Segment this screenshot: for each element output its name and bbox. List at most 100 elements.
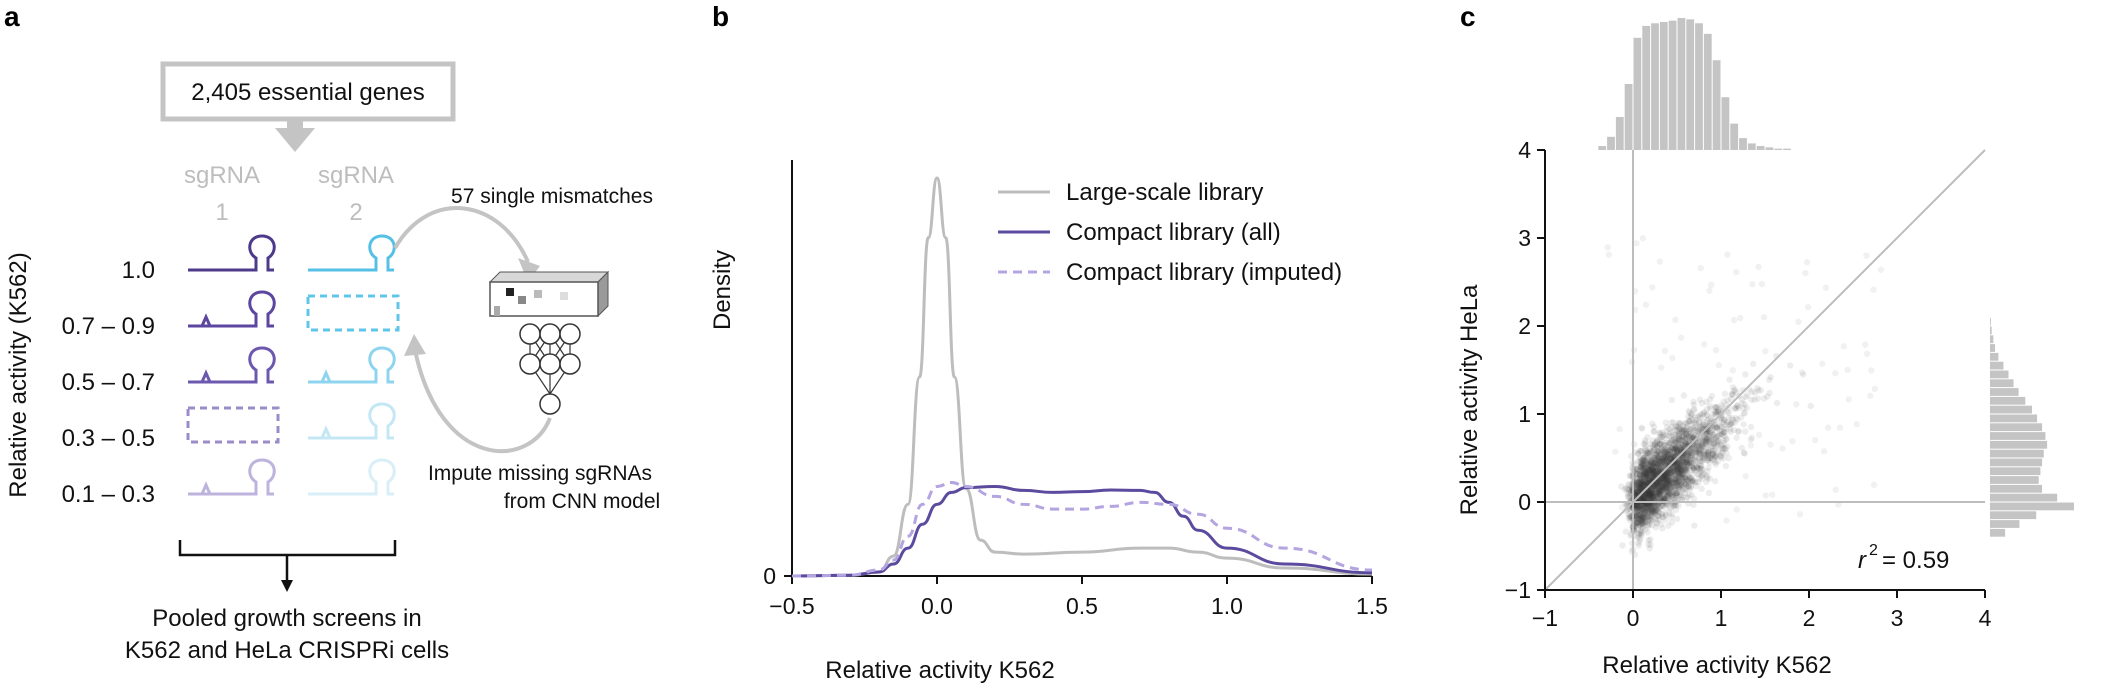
scatter-point (1693, 449, 1700, 457)
scatter-point (1747, 436, 1754, 443)
scatter-point (1669, 468, 1676, 475)
y-hist-bar (1990, 528, 2006, 537)
scatter-point (1645, 504, 1653, 511)
scatter-point (1664, 453, 1671, 460)
scatter-point (1646, 467, 1653, 474)
scatter-point (1639, 462, 1646, 470)
scatter-point (1644, 517, 1651, 525)
scatter-point (1672, 445, 1679, 452)
scatter-point (1648, 487, 1655, 494)
scatter-point (1710, 440, 1718, 447)
scatter-point (1663, 428, 1670, 435)
scatter-point (1692, 442, 1699, 449)
scatter-point (1676, 444, 1684, 451)
scatter-point (1649, 507, 1657, 514)
scatter-point (1640, 495, 1647, 502)
impute-label-line2: from CNN model (504, 490, 660, 513)
panel-a: a 2,405 essential genes sgRNA 1 sgRNA 2 … (4, 1, 660, 664)
scatter-point (1648, 487, 1655, 494)
scatter-point (1651, 459, 1659, 467)
pooled-label-line2: K562 and HeLa CRISPRi cells (125, 637, 449, 664)
scatter-point (1676, 421, 1684, 428)
scatter-point (1722, 462, 1730, 470)
scatter-point (1640, 440, 1648, 448)
scatter-point (1863, 350, 1871, 358)
scatter-point (1793, 401, 1800, 408)
scatter-point (1653, 507, 1660, 514)
scatter-point (1729, 367, 1737, 374)
scatter-point (1666, 475, 1673, 482)
scatter-point (1655, 482, 1662, 489)
scatter-point (1796, 511, 1804, 518)
scatter-point (1706, 402, 1714, 410)
scatter-point (1650, 508, 1658, 515)
sgrna-hairpin (188, 346, 276, 384)
scatter-point (1649, 462, 1656, 469)
mismatch-bump (200, 481, 212, 495)
scatter-point (1649, 489, 1656, 497)
scatter-point (1682, 487, 1689, 494)
scatter-point (1649, 470, 1657, 478)
x-tick-label: 1.0 (1211, 593, 1243, 619)
scatter-point (1691, 522, 1698, 529)
scatter-point (1646, 449, 1653, 456)
scatter-point (1712, 346, 1720, 354)
scatter-point (1637, 479, 1644, 487)
scatter-point (1647, 472, 1654, 480)
scatter-point (1729, 416, 1737, 424)
scatter-point (1812, 436, 1819, 444)
scatter-point (1639, 520, 1646, 527)
scatter-point (1634, 466, 1642, 473)
impute-arrow (413, 349, 552, 454)
scatter-point (1646, 450, 1653, 458)
scatter-point (1705, 451, 1712, 459)
y-hist-bar (1990, 379, 2014, 388)
scatter-point (1649, 420, 1656, 427)
scatter-point (1695, 471, 1703, 478)
scatter-point (1690, 495, 1698, 502)
scatter-point (1652, 504, 1660, 512)
scatter-point (1638, 477, 1645, 485)
scatter-point (1688, 451, 1696, 458)
scatter-point (1655, 492, 1663, 499)
scatter-point (1687, 475, 1694, 482)
scatter-point (1702, 444, 1709, 451)
scatter-point (1695, 461, 1703, 469)
scatter-point (1822, 284, 1830, 291)
scatter-point (1686, 435, 1694, 442)
scatter-point (1690, 464, 1698, 472)
scatter-point (1650, 486, 1658, 493)
scatter-point (1645, 541, 1652, 548)
scatter-point (1723, 435, 1730, 442)
scatter-point (1671, 464, 1678, 472)
scatter-point (1704, 451, 1712, 458)
scatter-point (1662, 472, 1670, 480)
scatter-point (1656, 494, 1664, 501)
scatter-point (1661, 434, 1669, 442)
scatter-point (1704, 467, 1711, 475)
scatter-point (1694, 448, 1702, 455)
scatter-point (1674, 446, 1681, 453)
scatter-point (1845, 396, 1852, 403)
activity-row-label: 0.3 – 0.5 (62, 425, 155, 452)
scatter-point (1646, 545, 1653, 552)
scatter-point (1650, 469, 1657, 476)
scatter-point (1721, 416, 1728, 424)
scatter-point (1733, 404, 1740, 412)
scatter-point (1751, 389, 1759, 396)
scatter-point (1659, 475, 1666, 482)
scatter-point (1708, 442, 1715, 449)
scatter-point (1668, 483, 1675, 491)
scatter-point (1640, 457, 1648, 464)
scatter-point (1673, 446, 1680, 453)
scatter-point (1662, 481, 1670, 489)
scatter-point (1686, 456, 1693, 464)
scatter-point (1676, 458, 1683, 465)
scatter-point (1803, 259, 1811, 266)
scatter-point (1649, 492, 1656, 500)
scatter-point (1647, 490, 1654, 498)
scatter-point (1661, 472, 1669, 479)
scatter-point (1678, 475, 1685, 482)
scatter-point (1660, 483, 1667, 490)
scatter-point (1656, 486, 1663, 493)
